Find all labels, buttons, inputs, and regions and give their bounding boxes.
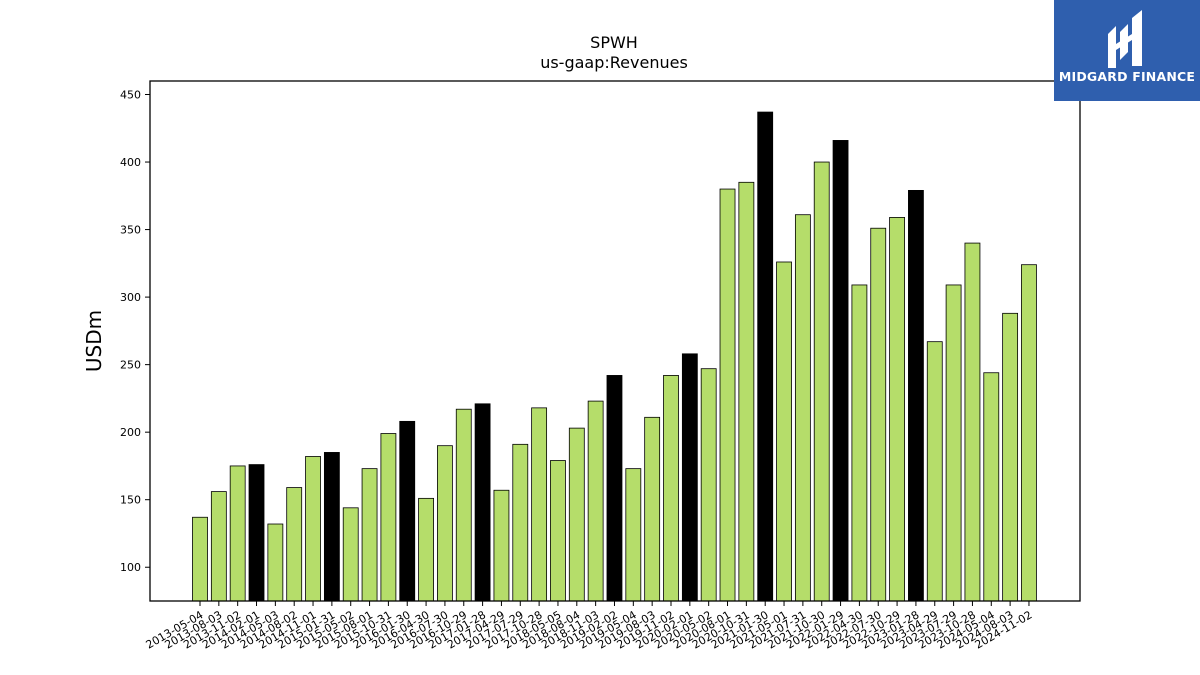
bar-2014-08-02 bbox=[286, 487, 303, 602]
bar-2017-07-29 bbox=[512, 443, 529, 602]
y-tick-label: 300 bbox=[120, 291, 141, 304]
bar-2016-10-29 bbox=[455, 408, 472, 602]
bar-2019-05-04 bbox=[625, 468, 642, 602]
midgard-finance-logo: MIDGARD FINANCE bbox=[1054, 0, 1200, 101]
bar-2015-01-31 bbox=[323, 452, 340, 602]
bar-2016-07-30 bbox=[437, 445, 453, 602]
bar-2019-02-02 bbox=[606, 375, 623, 602]
y-tick-label: 150 bbox=[120, 494, 141, 507]
bar-2015-05-02 bbox=[342, 507, 359, 602]
bar-2021-05-01 bbox=[776, 261, 792, 602]
bar-2022-07-30 bbox=[870, 227, 887, 602]
y-axis: 100 150 200 250 300 350 400 450 bbox=[120, 89, 150, 574]
bar-2023-10-28 bbox=[964, 242, 981, 602]
bar-2014-11-01 bbox=[305, 456, 321, 602]
bar-2017-10-28 bbox=[531, 407, 548, 602]
bar-2013-08-03 bbox=[210, 491, 227, 602]
bar-2014-02-01 bbox=[248, 464, 265, 602]
bar-2020-10-31 bbox=[738, 181, 755, 602]
bar-2016-01-30 bbox=[399, 420, 416, 602]
bar-2018-08-04 bbox=[568, 427, 585, 602]
bar-2022-10-29 bbox=[889, 217, 905, 602]
bar-2021-01-30 bbox=[757, 111, 774, 602]
bar-2024-08-03 bbox=[1002, 312, 1019, 602]
bar-2021-10-30 bbox=[813, 161, 830, 602]
bar-2024-05-04 bbox=[983, 372, 1000, 602]
y-tick-label: 400 bbox=[120, 156, 141, 169]
bar-2021-07-31 bbox=[794, 214, 811, 602]
midgard-logo-icon bbox=[1108, 10, 1142, 68]
bar-2018-11-03 bbox=[587, 400, 604, 602]
bar-2015-10-31 bbox=[380, 433, 397, 602]
bar-2018-05-05 bbox=[550, 460, 566, 602]
bar-2020-02-01 bbox=[681, 353, 698, 602]
bar-2020-05-02 bbox=[700, 368, 717, 602]
bar-2022-01-29 bbox=[832, 140, 849, 602]
bar-2017-04-29 bbox=[493, 489, 510, 602]
y-tick-label: 450 bbox=[120, 89, 141, 102]
bar-2023-04-29 bbox=[926, 341, 943, 602]
bar-2014-05-03 bbox=[267, 523, 284, 602]
bar-2020-08-01 bbox=[719, 188, 736, 602]
bar-2019-11-02 bbox=[663, 375, 679, 602]
y-tick-label: 250 bbox=[120, 359, 141, 372]
bar-2016-04-30 bbox=[418, 497, 434, 602]
bar-series bbox=[192, 111, 1037, 602]
plot-frame bbox=[149, 80, 1081, 602]
bar-2023-07-29 bbox=[945, 284, 962, 602]
x-axis: 2013-05-042013-08-032013-11-022014-02-01… bbox=[144, 601, 1034, 652]
chart-title: SPWH bbox=[590, 33, 638, 52]
bar-2022-04-30 bbox=[851, 284, 868, 602]
chart-subtitle: us-gaap:Revenues bbox=[540, 53, 688, 72]
bar-2015-08-01 bbox=[361, 468, 378, 602]
logo-text: MIDGARD FINANCE bbox=[1058, 69, 1196, 84]
y-axis-label: USDm bbox=[82, 310, 106, 372]
y-tick-label: 350 bbox=[120, 224, 141, 237]
bar-2013-11-02 bbox=[229, 465, 246, 602]
bar-2019-08-03 bbox=[644, 416, 661, 602]
bar-2017-01-28 bbox=[474, 403, 491, 602]
y-tick-label: 200 bbox=[120, 426, 141, 439]
bar-2023-01-28 bbox=[908, 189, 924, 602]
bar-2024-11-02 bbox=[1021, 264, 1037, 602]
y-tick-label: 100 bbox=[120, 561, 141, 574]
bar-2013-05-04 bbox=[192, 516, 208, 602]
